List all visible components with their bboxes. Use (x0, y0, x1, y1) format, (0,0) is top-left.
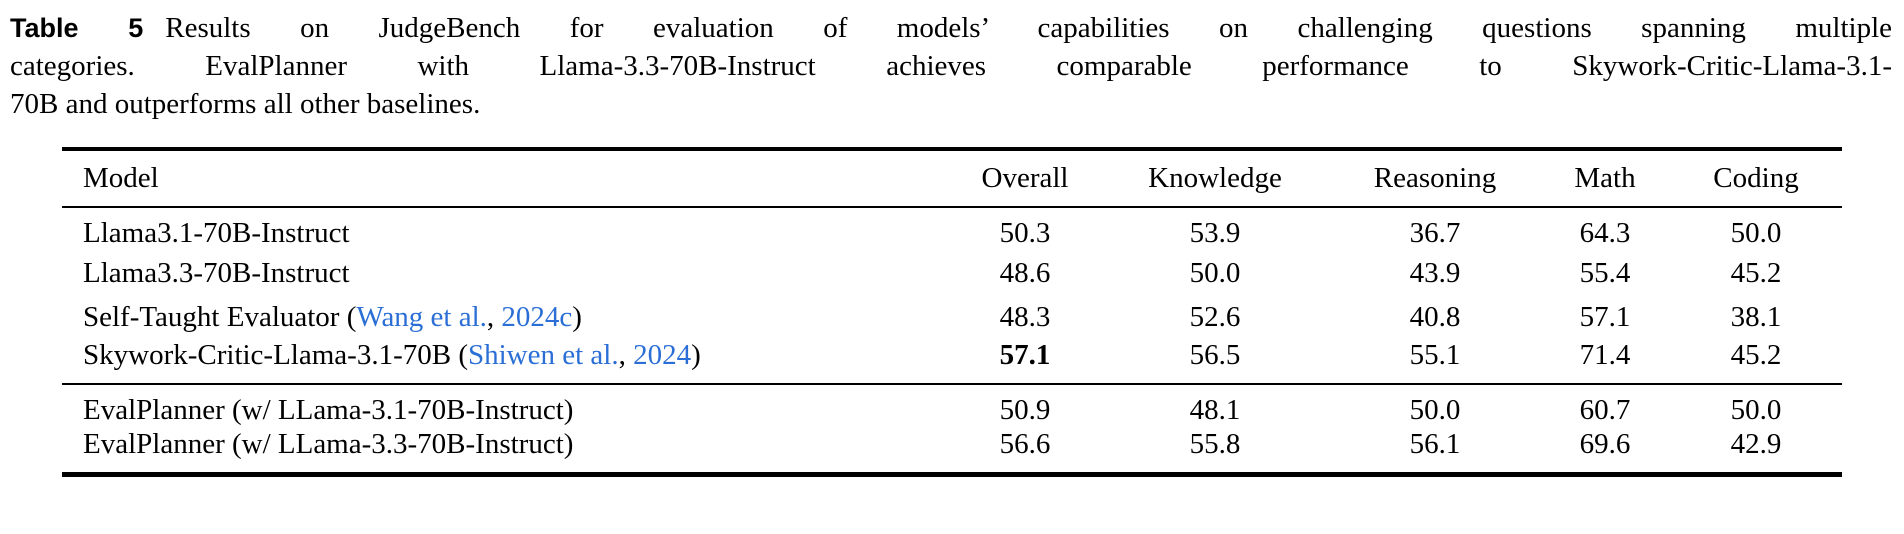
column-header-math: Math (1574, 162, 1636, 194)
score-cell-math: 55.4 (1579, 256, 1631, 289)
citation-link-year[interactable]: 2024 (633, 339, 692, 371)
table-group-2: EvalPlanner (w/ LLama-3.1-70B-Instruct) 5… (62, 384, 1842, 475)
model-name: Self-Taught Evaluator (83, 300, 340, 333)
score-cell-reasoning: 40.8 (1409, 300, 1461, 333)
score-cell-knowledge: 48.1 (1189, 394, 1241, 426)
score-cell-reasoning: 36.7 (1409, 217, 1461, 249)
score-cell-overall: 48.6 (999, 256, 1051, 289)
table-row: Skywork-Critic-Llama-3.1-70B (Shiwen et … (62, 339, 1842, 384)
citation-link-year[interactable]: 2024c (501, 300, 573, 333)
score-cell-math: 60.7 (1579, 394, 1631, 426)
table-row: EvalPlanner (w/ LLama-3.1-70B-Instruct) 5… (62, 384, 1842, 428)
score-cell-overall: 56.6 (999, 428, 1051, 460)
score-cell-coding: 45.2 (1730, 339, 1782, 371)
caption-line-3: 70B and outperforms all other baselines. (10, 88, 481, 120)
model-name: EvalPlanner (w/ LLama-3.3-70B-Instruct) (83, 428, 574, 460)
results-table: Model Overall Knowledge Reasoning Math C… (62, 147, 1842, 477)
score-cell-coding: 50.0 (1730, 217, 1782, 249)
score-cell-math: 71.4 (1579, 339, 1631, 371)
model-name: Llama3.1-70B-Instruct (83, 217, 350, 249)
score-cell-coding: 45.2 (1730, 256, 1782, 289)
citation-link-authors[interactable]: Wang et al. (356, 300, 487, 333)
table-row: Llama3.1-70B-Instruct 50.3 53.9 36.7 64.3 50.… (62, 207, 1842, 251)
score-cell-math: 64.3 (1579, 217, 1631, 249)
table-header: Model Overall Knowledge Reasoning Math C… (62, 149, 1842, 207)
caption-line-1-text: Results on JudgeBench for evaluation of … (165, 12, 1892, 44)
model-cell: Self-Taught Evaluator (Wang et al., 2024… (83, 300, 582, 333)
model-cell: EvalPlanner (w/ LLama-3.3-70B-Instruct) (62, 428, 950, 475)
table-row: EvalPlanner (w/ LLama-3.3-70B-Instruct) 5… (62, 428, 1842, 475)
score-cell-knowledge: 50.0 (1189, 256, 1241, 289)
model-name: EvalPlanner (w/ LLama-3.1-70B-Instruct) (83, 394, 574, 426)
table-caption: Table 5 Results on JudgeBench for evaluat… (0, 0, 1904, 123)
score-cell-overall: 57.1 (999, 339, 1051, 371)
model-name: Llama3.3-70B-Instruct (83, 256, 350, 289)
score-cell-math: 57.1 (1579, 300, 1631, 333)
score-cell-coding: 38.1 (1730, 300, 1782, 333)
model-cell: Llama3.3-70B-Instruct (62, 251, 950, 295)
score-cell-knowledge: 55.8 (1189, 428, 1241, 460)
column-header-overall: Overall (981, 162, 1069, 194)
score-cell-reasoning: 43.9 (1409, 256, 1461, 289)
score-cell-knowledge: 53.9 (1189, 217, 1241, 249)
score-cell-overall: 50.9 (999, 394, 1051, 426)
column-header-knowledge: Knowledge (1148, 162, 1282, 194)
score-cell-reasoning: 50.0 (1409, 394, 1461, 426)
table-group-1: Llama3.1-70B-Instruct 50.3 53.9 36.7 64.3 50.… (62, 207, 1842, 384)
model-cell: Llama3.1-70B-Instruct (62, 207, 950, 251)
column-header-reasoning: Reasoning (1373, 162, 1497, 194)
table-caption-label: Table 5 (10, 13, 144, 43)
column-header-coding: Coding (1713, 162, 1799, 194)
table-row: Self-Taught Evaluator (Wang et al., 2024… (62, 295, 1842, 339)
score-cell-math: 69.6 (1579, 428, 1631, 460)
citation-link-authors[interactable]: Shiwen et al. (468, 339, 619, 371)
caption-line-2: categories. EvalPlanner with Llama-3.3-7… (10, 50, 1892, 82)
model-cell: Skywork-Critic-Llama-3.1-70B (Shiwen et … (83, 339, 701, 371)
model-cell: EvalPlanner (w/ LLama-3.1-70B-Instruct) (62, 384, 950, 428)
score-cell-overall: 48.3 (999, 300, 1051, 333)
caption-line-1: Table 5 Results on JudgeBench for evaluat… (10, 9, 1892, 47)
header-row: Model Overall Knowledge Reasoning Math C… (62, 149, 1842, 207)
score-cell-reasoning: 55.1 (1409, 339, 1461, 371)
score-cell-reasoning: 56.1 (1409, 428, 1461, 460)
column-header-model: Model (83, 162, 159, 194)
table-row: Llama3.3-70B-Instruct 48.6 50.0 43.9 55.4 45.… (62, 251, 1842, 295)
score-cell-knowledge: 52.6 (1189, 300, 1241, 333)
score-cell-coding: 50.0 (1730, 394, 1782, 426)
score-cell-overall: 50.3 (999, 217, 1051, 249)
score-cell-knowledge: 56.5 (1189, 339, 1241, 371)
model-name: Skywork-Critic-Llama-3.1-70B (83, 339, 452, 371)
score-cell-coding: 42.9 (1730, 428, 1782, 460)
